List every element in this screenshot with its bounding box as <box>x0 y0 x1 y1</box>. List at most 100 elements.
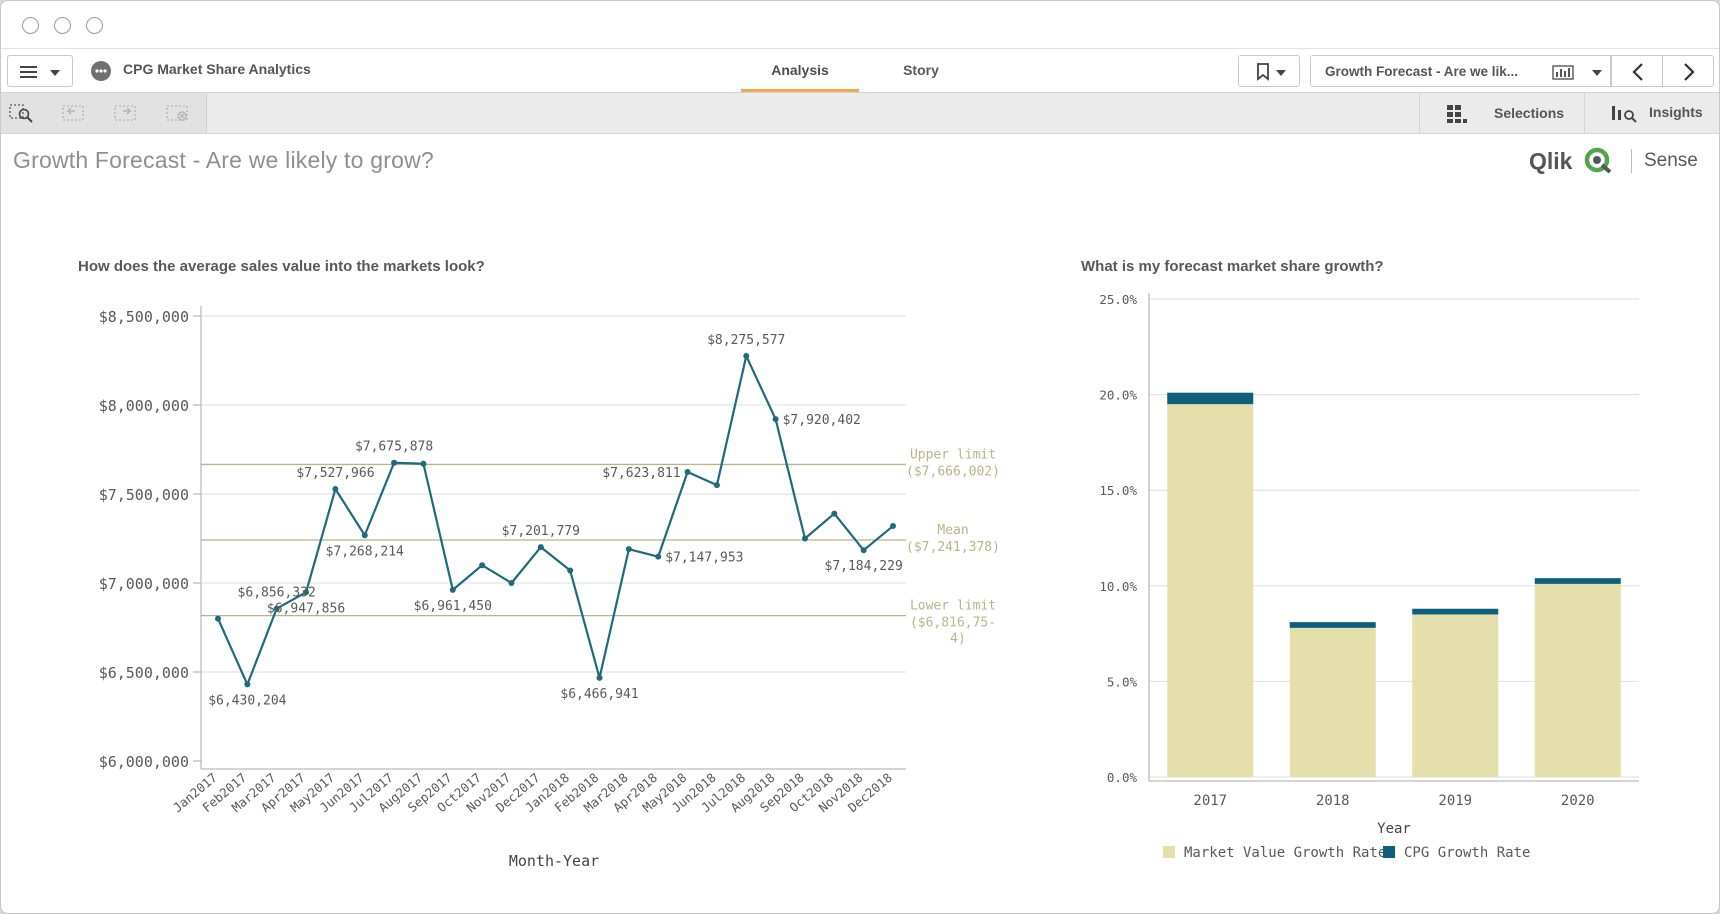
bar-segment <box>1167 392 1254 405</box>
title-bar <box>1 1 1719 49</box>
data-point <box>332 486 339 493</box>
reference-line-value: ($6,816,75- <box>910 616 996 631</box>
x-tick-label: 2018 <box>1316 793 1350 809</box>
data-point <box>860 547 867 554</box>
bookmarks-button[interactable] <box>1238 55 1300 87</box>
previous-sheet-button[interactable] <box>1611 55 1663 87</box>
bar-chart[interactable]: 0.0% 5.0% 10.0% 15.0% 20.0% 25.0% 2017 2018 2019… <box>1061 271 1716 891</box>
reference-line-label: Upper limit <box>910 447 996 462</box>
y-tick-label: 25.0% <box>1099 292 1137 307</box>
data-point <box>244 681 251 688</box>
data-label: $6,466,941 <box>560 687 638 702</box>
y-tick-label: $7,000,000 <box>99 575 189 593</box>
x-axis-title: Month-Year <box>509 852 599 870</box>
data-point <box>625 546 632 553</box>
tab-story[interactable]: Story <box>903 62 939 78</box>
y-tick-label: $8,000,000 <box>99 397 189 415</box>
chevron-right-icon <box>1684 63 1695 81</box>
y-tick-label: 10.0% <box>1099 579 1137 594</box>
reference-line-label: Mean <box>937 523 968 538</box>
reference-line-label: Lower limit <box>910 599 996 614</box>
y-tick-label: $7,500,000 <box>99 486 189 504</box>
insights-button[interactable]: Insights <box>1584 93 1719 133</box>
data-point <box>743 352 750 359</box>
data-point <box>684 468 691 475</box>
data-label: $7,147,953 <box>665 551 743 566</box>
data-label: $6,947,856 <box>267 601 345 616</box>
line-chart[interactable]: $6,000,000 $6,500,000 $7,000,000 $7,500,000… <box>1 271 1061 891</box>
window-close-button[interactable] <box>22 17 39 34</box>
legend-swatch <box>1163 846 1175 858</box>
bookmark-icon <box>1257 63 1286 81</box>
sheet-selector[interactable]: Growth Forecast - Are we lik... <box>1310 55 1611 87</box>
data-point <box>420 460 427 467</box>
data-point <box>567 567 574 574</box>
y-tick-label: $6,500,000 <box>99 664 189 682</box>
data-point <box>479 562 486 569</box>
window-minimize-button[interactable] <box>54 17 71 34</box>
insights-icon <box>1612 106 1637 123</box>
data-label: $7,623,811 <box>602 466 680 481</box>
data-point <box>215 615 221 622</box>
data-point <box>596 674 603 681</box>
selection-tools <box>1 93 207 133</box>
chevron-left-icon <box>1632 63 1643 81</box>
data-point <box>831 510 838 517</box>
app-title: CPG Market Share Analytics <box>123 61 311 77</box>
data-label: $6,430,204 <box>208 693 286 708</box>
selections-button[interactable]: Selections <box>1419 93 1584 133</box>
y-tick-label: $8,500,000 <box>99 308 189 326</box>
data-point <box>273 605 280 612</box>
selections-label: Selections <box>1494 105 1565 121</box>
line-chart-title: How does the average sales value into th… <box>78 258 485 275</box>
insights-label: Insights <box>1649 104 1703 120</box>
data-point <box>449 586 456 593</box>
reference-line-value: 4) <box>950 632 966 647</box>
reference-line-value: ($7,666,002) <box>906 464 1000 479</box>
bar-segment <box>1289 622 1376 628</box>
reference-line-value: ($7,241,378) <box>906 540 1000 555</box>
data-label: $6,856,332 <box>238 586 316 601</box>
sheet-icon <box>1552 65 1602 80</box>
sheet-selector-label: Growth Forecast - Are we lik... <box>1325 64 1519 79</box>
y-tick-label: 0.0% <box>1107 770 1138 785</box>
data-label: $7,675,878 <box>355 440 433 455</box>
data-point <box>508 580 515 586</box>
next-sheet-button[interactable] <box>1662 55 1714 87</box>
step-back-icon[interactable] <box>61 103 85 123</box>
clear-selections-icon[interactable] <box>165 103 189 123</box>
smart-search-icon[interactable] <box>9 103 33 123</box>
data-label: $7,201,779 <box>502 524 580 539</box>
y-tick-label: $6,000,000 <box>99 753 189 771</box>
global-menu-button[interactable] <box>7 55 73 87</box>
data-point <box>303 589 310 596</box>
qlik-q-icon <box>1584 147 1612 173</box>
y-tick-label: 5.0% <box>1107 674 1138 689</box>
selection-bar: Selections Insights <box>1 93 1719 134</box>
legend-swatch <box>1383 846 1395 858</box>
sheet-title: Growth Forecast - Are we likely to grow? <box>13 147 434 173</box>
bar-segment <box>1534 583 1621 777</box>
data-label: $7,920,402 <box>783 413 861 428</box>
data-label: $8,275,577 <box>707 333 785 348</box>
data-label: $7,268,214 <box>326 544 404 559</box>
step-forward-icon[interactable] <box>113 103 137 123</box>
app-icon <box>91 61 111 81</box>
data-label: $7,527,966 <box>296 466 374 481</box>
x-tick-label: 2017 <box>1193 793 1227 809</box>
data-point <box>890 523 896 530</box>
data-point <box>655 553 662 560</box>
series-line <box>216 354 894 686</box>
tab-analysis[interactable]: Analysis <box>741 49 859 92</box>
y-tick-label: 15.0% <box>1099 483 1137 498</box>
bar-segment <box>1167 404 1254 777</box>
data-point <box>772 416 779 423</box>
legend-label: Market Value Growth Rate <box>1184 845 1386 861</box>
hamburger-icon <box>20 66 60 78</box>
data-label: $7,184,229 <box>825 559 903 574</box>
data-point <box>801 535 808 542</box>
window-maximize-button[interactable] <box>86 17 103 34</box>
x-tick-label: 2019 <box>1438 793 1472 809</box>
bar-segment <box>1412 614 1499 777</box>
